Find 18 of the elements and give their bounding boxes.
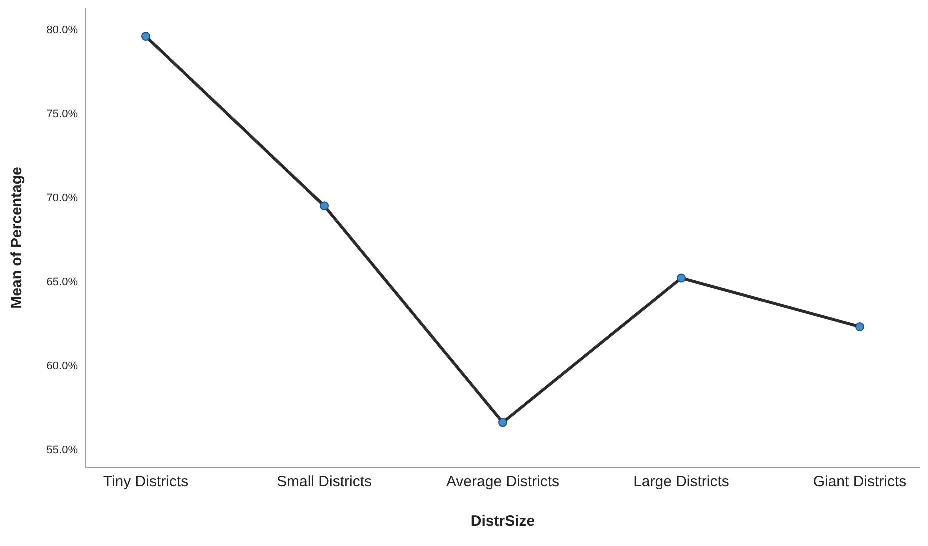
y-axis-title: Mean of Percentage (8, 167, 26, 309)
x-axis-title: DistrSize (470, 513, 536, 530)
y-tick-label: 65.0% (46, 276, 78, 289)
x-tick-label: Giant Districts (813, 474, 907, 491)
x-tick-label: Large Districts (634, 474, 730, 491)
y-tick-label: 80.0% (46, 24, 78, 37)
x-tick-label: Tiny Districts (103, 474, 189, 491)
x-tick-label: Average Districts (446, 474, 560, 491)
point (320, 202, 329, 211)
y-tick-label: 70.0% (46, 192, 78, 205)
y-tick-label: 55.0% (46, 444, 78, 456)
point (677, 274, 686, 283)
x-tick-label: Small Districts (276, 474, 372, 491)
point (142, 32, 150, 42)
point (498, 418, 508, 428)
point (856, 322, 864, 332)
y-tick-label: 60.0% (46, 360, 78, 372)
y-tick-label: 75.0% (46, 108, 78, 121)
